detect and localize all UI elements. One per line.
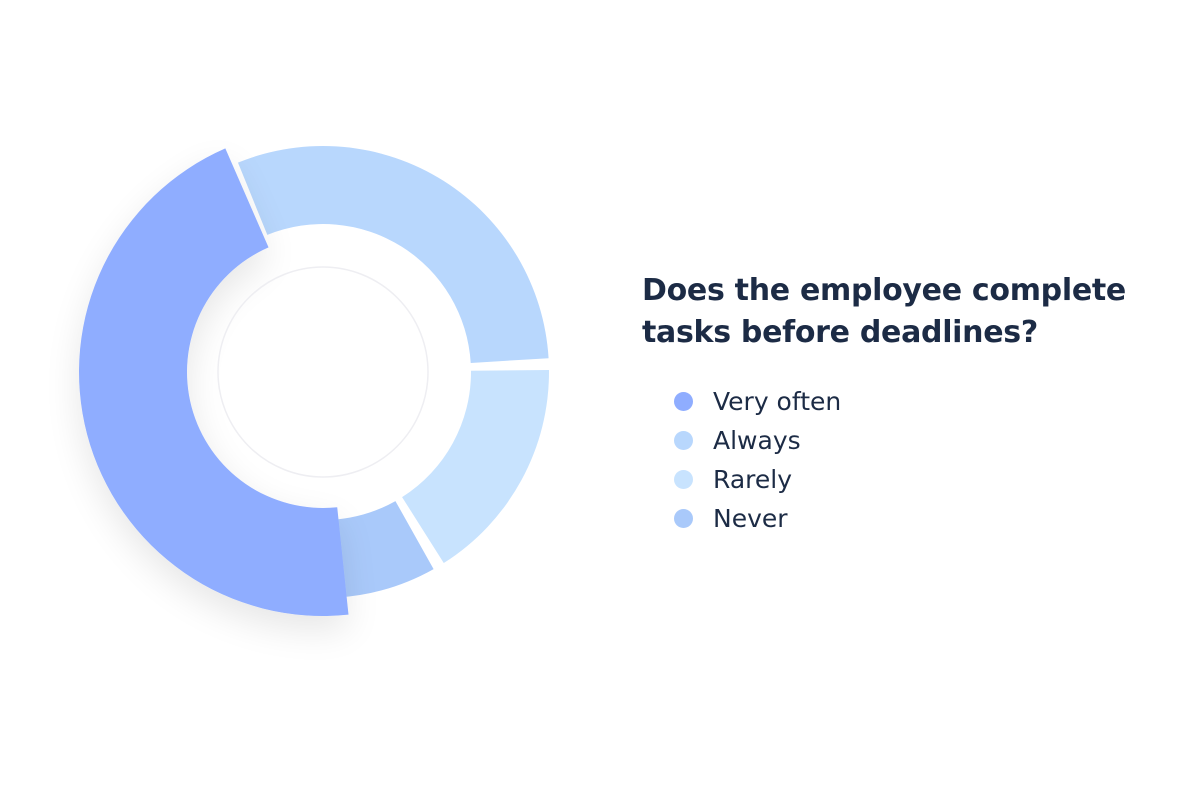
chart-legend: Very often Always Rarely Never [674,382,841,538]
legend-item-never: Never [674,499,841,538]
legend-label-always: Always [713,426,801,455]
slice-very-often [79,148,349,616]
slice-always [237,145,549,363]
donut-inner-ring [217,266,429,478]
chart-title: Does the employee complete tasks before … [642,273,1126,350]
donut-slices [79,145,549,616]
legend-swatch-rarely [674,470,693,489]
legend-swatch-always [674,431,693,450]
legend-item-rarely: Rarely [674,460,841,499]
slice-never [332,501,434,598]
legend-label-very-often: Very often [713,387,842,416]
legend-label-never: Never [713,504,788,533]
legend-item-very-often: Very often [674,382,841,421]
legend-item-always: Always [674,421,841,460]
legend-swatch-never [674,509,693,528]
legend-label-rarely: Rarely [713,465,792,494]
legend-swatch-very-often [674,392,693,411]
slice-rarely [402,370,549,564]
donut-chart [79,145,549,616]
